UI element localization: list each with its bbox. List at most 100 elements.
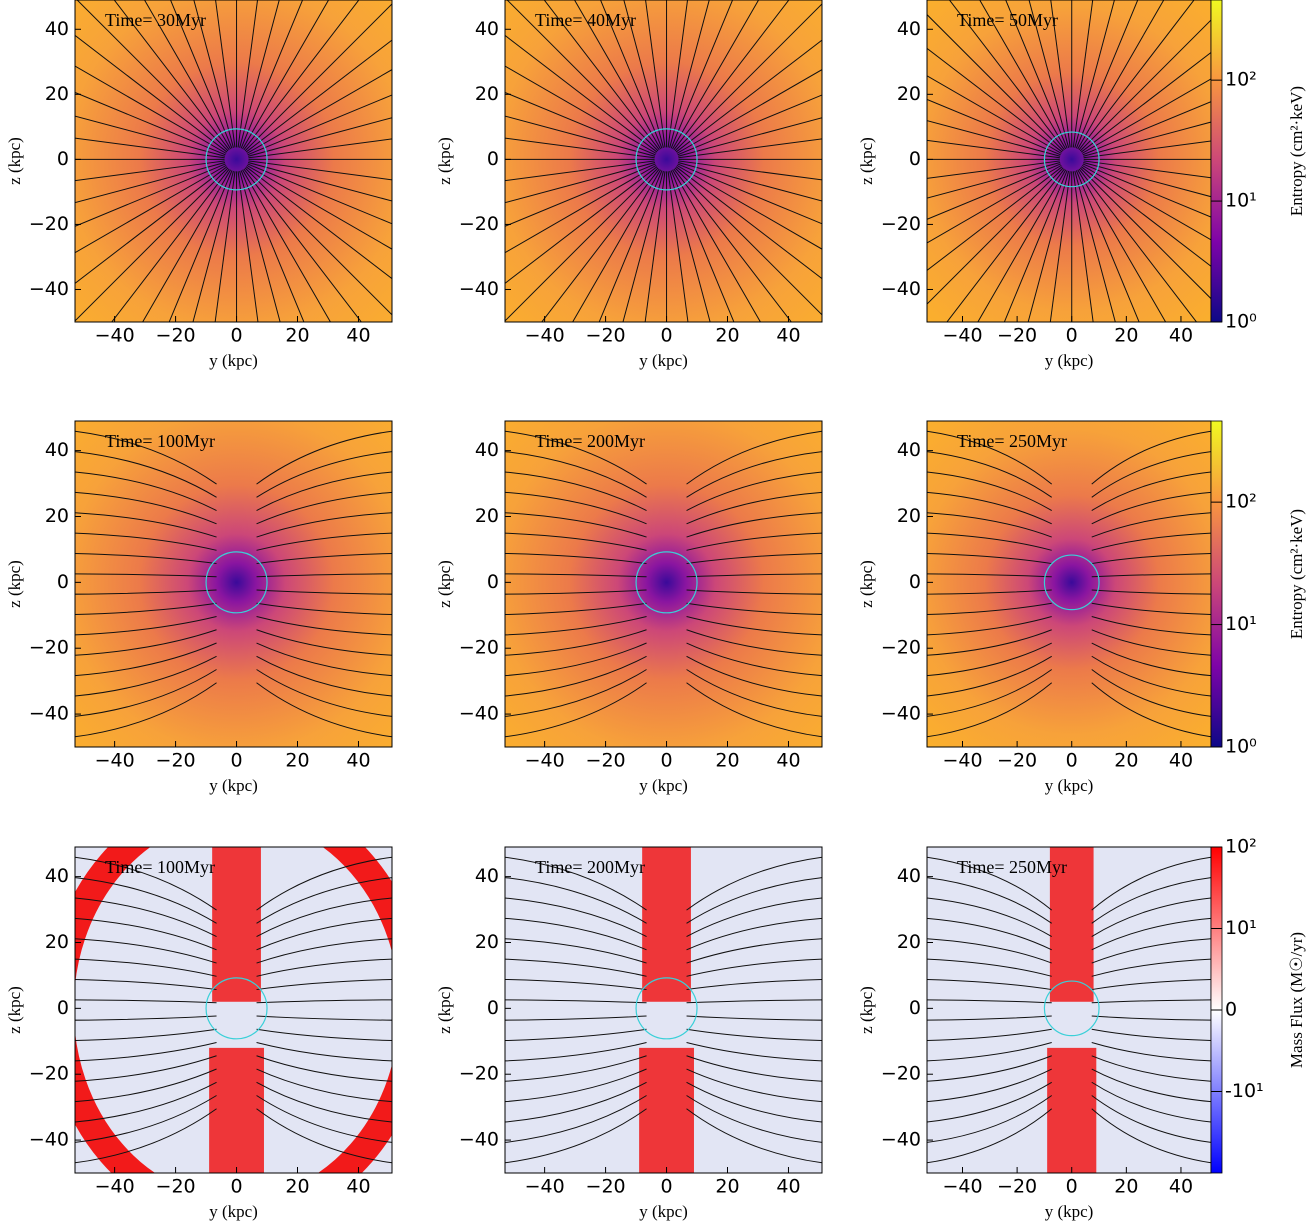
y-axis-label: z (kpc) <box>5 986 24 1034</box>
streamline <box>1091 856 1211 911</box>
y-axis-label: z (kpc) <box>435 137 454 185</box>
x-tick-label: −40 <box>525 325 565 347</box>
y-tick-label: 0 <box>57 997 69 1019</box>
streamline <box>1091 491 1211 525</box>
y-axis-label: z (kpc) <box>857 560 876 608</box>
streamline <box>1049 171 1071 322</box>
streamline <box>76 0 229 152</box>
streamline <box>75 512 217 538</box>
outflow-band <box>1049 847 1094 1002</box>
x-axis-label: y (kpc) <box>639 776 688 795</box>
streamline <box>927 1055 1052 1082</box>
streamline <box>686 897 822 938</box>
streamline <box>75 573 217 578</box>
streamline <box>505 616 647 636</box>
streamline <box>678 160 822 181</box>
streamline <box>505 589 647 595</box>
streamline <box>669 0 710 148</box>
streamline <box>1083 140 1211 159</box>
streamline <box>256 616 392 636</box>
streamline <box>1091 616 1211 636</box>
streamline <box>927 552 1052 565</box>
streamline <box>505 999 647 1004</box>
streamline <box>237 171 259 322</box>
streamline <box>1050 0 1071 148</box>
streamline <box>1005 0 1068 149</box>
annotation: Time= 200Myr <box>535 857 645 877</box>
streamline <box>686 877 822 924</box>
streamline <box>243 0 360 151</box>
y-axis-label: z (kpc) <box>5 560 24 608</box>
streamline <box>927 669 1053 717</box>
streamline <box>214 171 236 322</box>
streamline <box>256 1108 392 1164</box>
streamline <box>244 167 392 316</box>
x-tick-label: 40 <box>346 1176 370 1198</box>
streamline <box>675 166 822 280</box>
y-tick-label: 40 <box>475 865 499 887</box>
streamline <box>75 629 217 656</box>
y-tick-label: −40 <box>29 703 69 725</box>
streamline <box>927 98 1061 156</box>
inner-boundary <box>635 128 698 191</box>
streamline <box>686 1015 822 1021</box>
streamline <box>505 532 647 551</box>
streamline <box>256 552 392 565</box>
streamline <box>927 120 1061 157</box>
streamline <box>256 491 392 525</box>
y-axis-label: z (kpc) <box>435 986 454 1034</box>
streamline <box>237 0 259 148</box>
x-tick-label: 0 <box>661 1176 673 1198</box>
streamlines <box>505 856 822 1164</box>
streamline <box>1091 532 1211 551</box>
streamline <box>1091 1068 1211 1103</box>
panel: Time= 100Myr −40 −20 0 20 40 −40 −20 0 20 40 y (kpc… <box>5 420 393 795</box>
x-tick-label: 40 <box>1169 750 1193 772</box>
streamline <box>75 897 217 938</box>
streamline <box>505 137 655 159</box>
streamlines <box>75 0 392 322</box>
streamline <box>75 164 227 254</box>
x-axis-label: y (kpc) <box>1045 351 1094 370</box>
streamline <box>256 682 392 738</box>
plot-frame <box>504 0 823 323</box>
y-axis-label: z (kpc) <box>857 137 876 185</box>
streamline <box>505 573 647 578</box>
streamline <box>248 161 392 202</box>
y-tick-label: 40 <box>45 865 69 887</box>
streamline <box>505 471 647 512</box>
panel: Time= 200Myr −40 −20 0 20 40 −40 −20 0 20 40 y (kpc… <box>435 846 823 1221</box>
y-tick-label: 20 <box>897 931 921 953</box>
streamline <box>686 430 822 485</box>
streamline <box>573 0 661 150</box>
streamline <box>1081 78 1211 154</box>
streamline <box>927 1081 1052 1123</box>
y-tick-label: −20 <box>881 637 921 659</box>
panel: Time= 250Myr −40 −20 0 20 40 −40 −20 0 20 40 y (kpc… <box>857 420 1306 795</box>
y-axis-label: z (kpc) <box>5 137 24 185</box>
streamline <box>169 0 233 149</box>
streamline <box>1091 1081 1211 1123</box>
streamline <box>927 161 1061 199</box>
x-tick-label: −40 <box>95 1176 135 1198</box>
y-axis-label: z (kpc) <box>857 986 876 1034</box>
streamline <box>1080 51 1211 153</box>
streamline <box>505 917 647 951</box>
streamline <box>686 958 822 977</box>
streamline <box>686 978 822 991</box>
streamline <box>245 166 392 280</box>
streamline <box>256 897 392 938</box>
streamline <box>672 169 762 322</box>
y-tick-label: 40 <box>897 439 921 461</box>
y-tick-label: −40 <box>29 1129 69 1151</box>
streamline <box>927 938 1052 964</box>
streamline <box>677 163 822 225</box>
y-tick-label: 0 <box>909 148 921 170</box>
streamline <box>256 938 392 964</box>
streamline <box>1078 0 1195 151</box>
streamline <box>505 856 647 911</box>
streamline <box>256 917 392 951</box>
streamline <box>1074 0 1115 148</box>
plot-frame <box>74 420 393 748</box>
streamline <box>505 167 659 322</box>
